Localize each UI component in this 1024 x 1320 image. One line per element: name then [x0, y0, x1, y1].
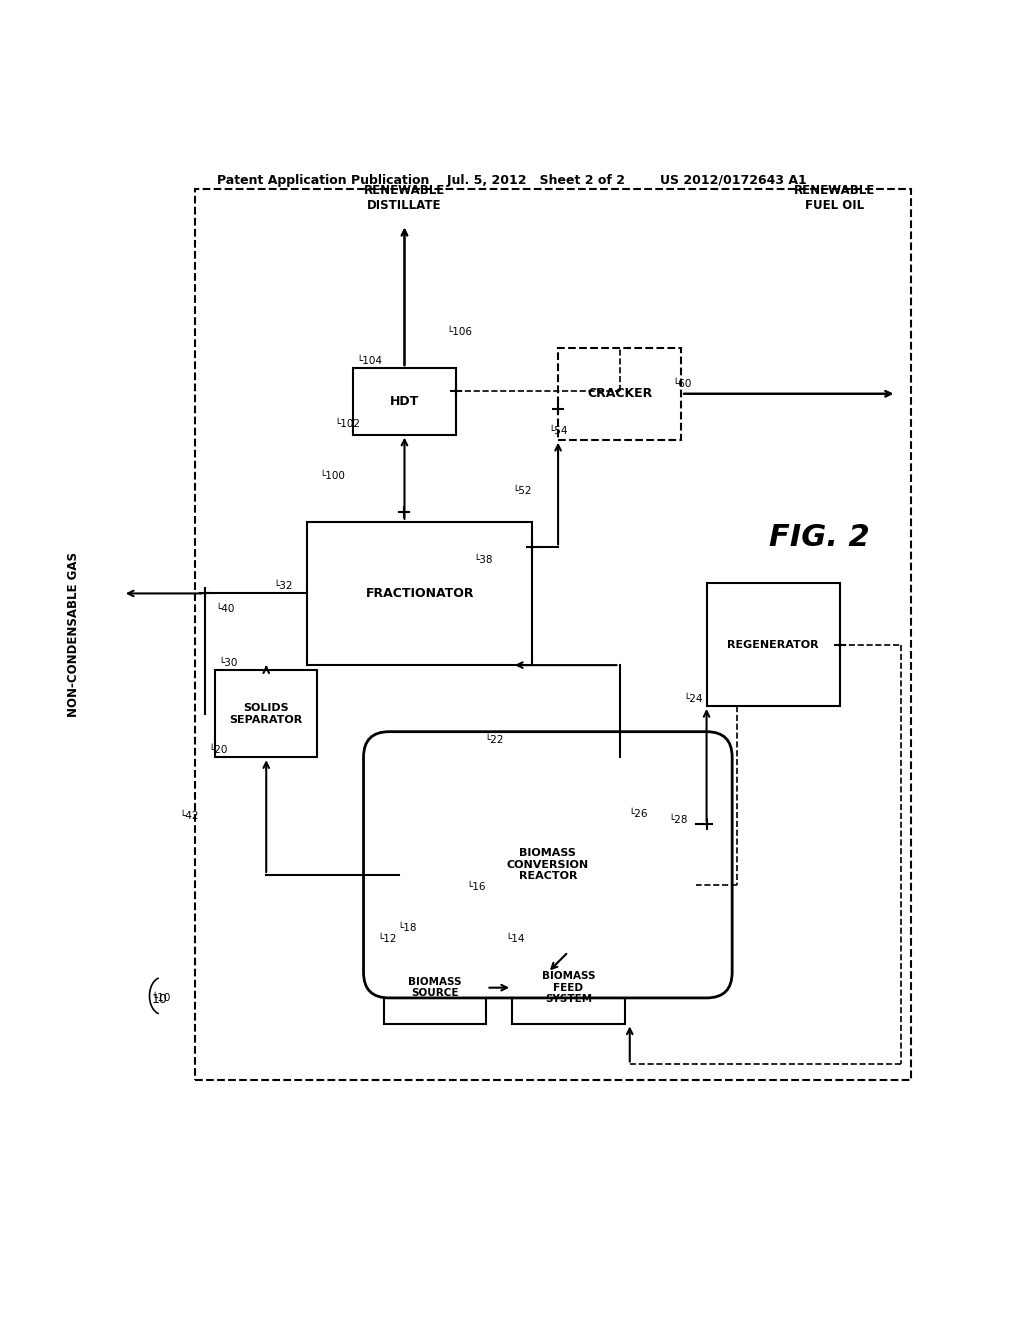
Text: SOLIDS
SEPARATOR: SOLIDS SEPARATOR: [229, 704, 303, 725]
Text: └20: └20: [208, 744, 227, 755]
Text: └24: └24: [683, 694, 702, 704]
Text: Patent Application Publication    Jul. 5, 2012   Sheet 2 of 2        US 2012/017: Patent Application Publication Jul. 5, 2…: [217, 174, 807, 186]
FancyBboxPatch shape: [364, 731, 732, 998]
Text: └16: └16: [466, 882, 485, 892]
Text: └14: └14: [505, 933, 524, 944]
FancyBboxPatch shape: [512, 952, 625, 1023]
Text: 10: 10: [152, 994, 168, 1006]
Text: BIOMASS
FEED
SYSTEM: BIOMASS FEED SYSTEM: [542, 972, 595, 1005]
Text: └22: └22: [484, 735, 504, 744]
Text: └28: └28: [669, 814, 688, 825]
Text: └40: └40: [215, 603, 234, 614]
Text: └52: └52: [512, 486, 531, 496]
Text: CRACKER: CRACKER: [587, 387, 652, 400]
Text: └26: └26: [629, 809, 648, 818]
Text: └104: └104: [356, 356, 382, 366]
FancyBboxPatch shape: [215, 671, 317, 758]
FancyBboxPatch shape: [384, 952, 486, 1023]
Text: RENEWABLE
FUEL OIL: RENEWABLE FUEL OIL: [794, 183, 876, 211]
Text: HDT: HDT: [390, 395, 419, 408]
Text: REGENERATOR: REGENERATOR: [727, 640, 819, 649]
Text: └102: └102: [334, 420, 359, 429]
Text: RENEWABLE
DISTILLATE: RENEWABLE DISTILLATE: [364, 183, 445, 211]
Text: └18: └18: [397, 923, 417, 933]
Text: FIG. 2: FIG. 2: [769, 523, 869, 552]
Text: └12: └12: [377, 933, 396, 944]
FancyBboxPatch shape: [707, 583, 840, 706]
Text: BIOMASS
CONVERSION
REACTOR: BIOMASS CONVERSION REACTOR: [507, 849, 589, 882]
Text: └38: └38: [473, 554, 493, 565]
Text: └42: └42: [179, 810, 199, 821]
Text: FRACTIONATOR: FRACTIONATOR: [366, 587, 474, 599]
FancyBboxPatch shape: [195, 189, 911, 1080]
Text: └10: └10: [152, 993, 171, 1003]
Text: └32: └32: [273, 581, 293, 591]
Text: └106: └106: [446, 327, 472, 338]
FancyBboxPatch shape: [353, 368, 456, 434]
FancyBboxPatch shape: [558, 347, 681, 440]
Text: └100: └100: [319, 471, 345, 480]
FancyBboxPatch shape: [307, 521, 532, 665]
Text: └54: └54: [548, 425, 567, 436]
Text: NON-CONDENSABLE GAS: NON-CONDENSABLE GAS: [68, 552, 80, 717]
Text: └60: └60: [673, 379, 692, 388]
Text: └30: └30: [218, 659, 238, 668]
Text: BIOMASS
SOURCE: BIOMASS SOURCE: [409, 977, 462, 998]
